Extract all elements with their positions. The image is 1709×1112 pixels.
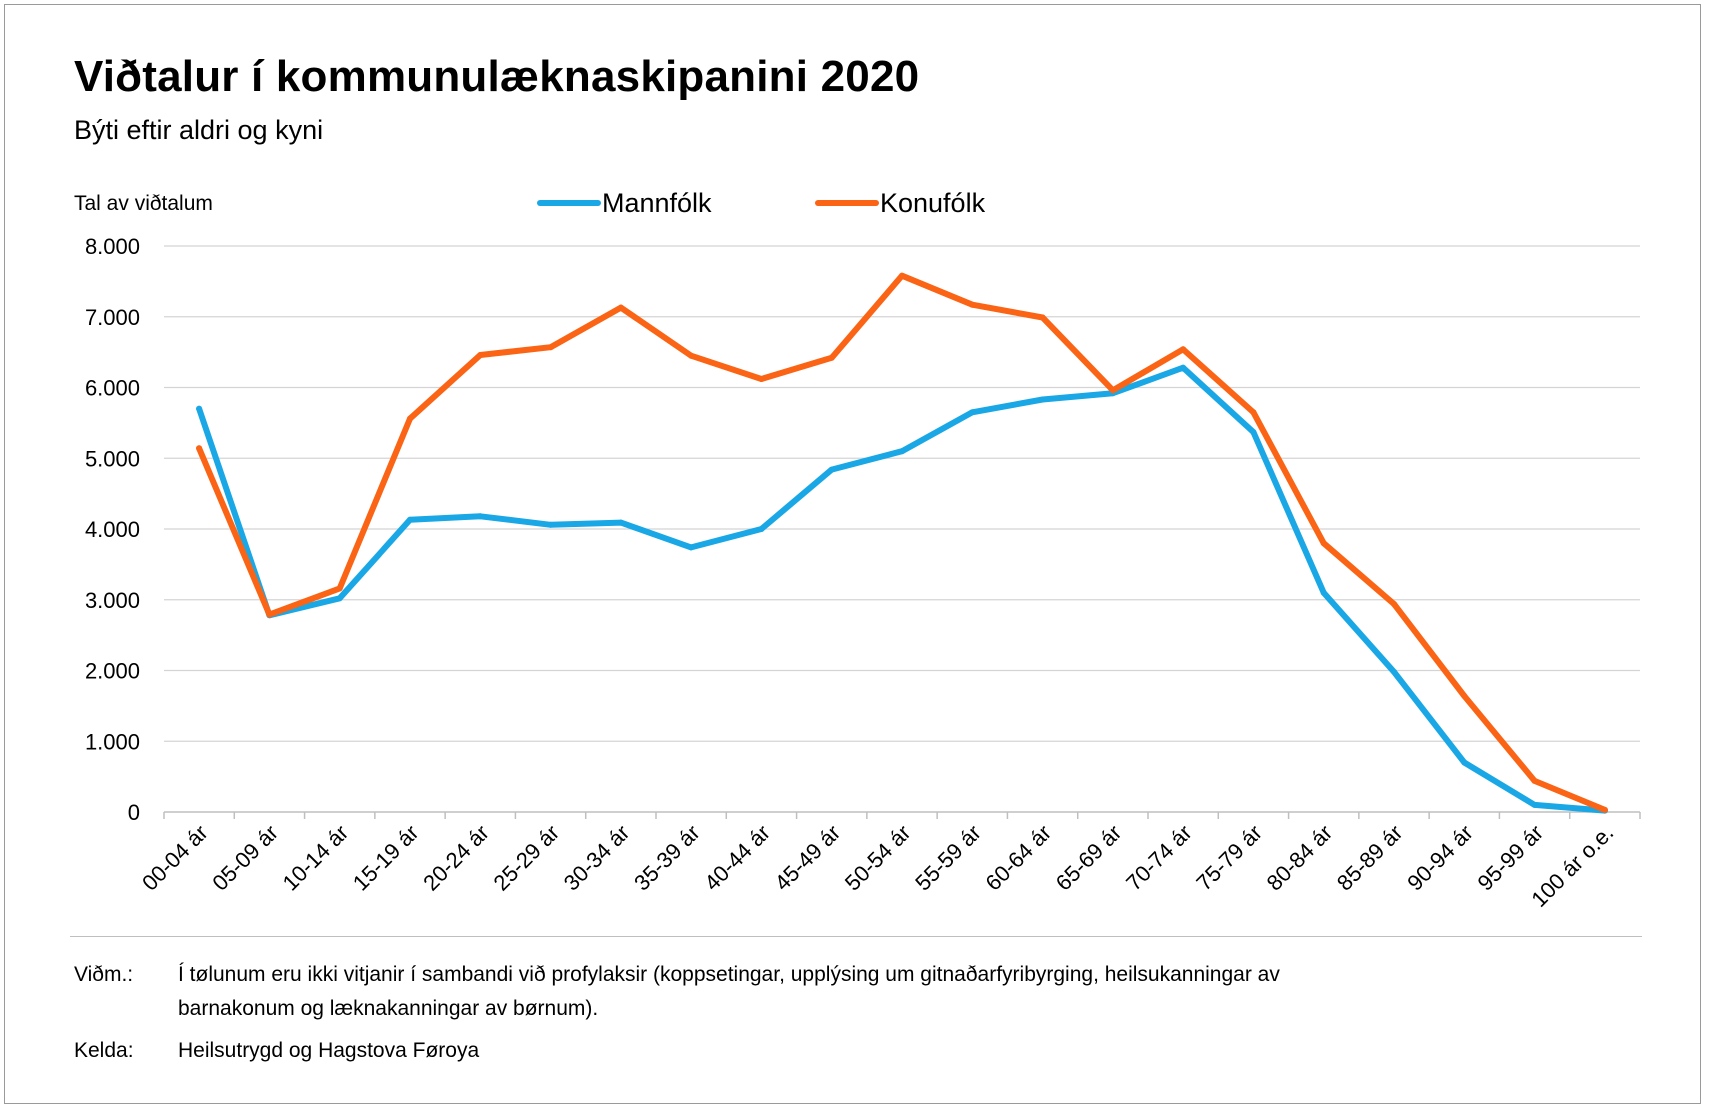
data-point <box>196 445 203 452</box>
data-point <box>828 466 835 473</box>
legend-label: Mannfólk <box>602 188 712 218</box>
data-point <box>1039 396 1046 403</box>
data-point <box>617 304 624 311</box>
x-tick-label: 15-19 ár <box>348 820 424 896</box>
remark-label: Viðm.: <box>74 963 134 986</box>
x-tick-label: 05-09 ár <box>207 820 283 896</box>
source-row: Kelda: Heilsutrygd og Hagstova Føroya <box>0 1034 1709 1068</box>
y-tick-label: 2.000 <box>85 659 140 684</box>
data-point <box>1461 759 1468 766</box>
y-axis-label: Tal av viðtalum <box>74 192 213 215</box>
data-point <box>899 272 905 279</box>
x-tick-label: 40-44 ár <box>699 820 775 896</box>
data-point <box>407 415 413 422</box>
data-point <box>617 519 624 526</box>
data-point <box>828 354 835 361</box>
remark-row-continued: barnakonum og læknakanningar av børnum). <box>0 992 1709 1026</box>
data-point <box>1461 693 1468 699</box>
data-point <box>1109 387 1116 394</box>
data-point <box>196 405 203 412</box>
data-point <box>688 352 695 359</box>
data-point <box>547 344 554 351</box>
x-tick-label: 50-54 ár <box>840 820 916 896</box>
series-line-mannfolk <box>196 364 1608 814</box>
x-tick-label: 30-34 ár <box>559 820 635 896</box>
data-point <box>1039 314 1046 321</box>
data-point <box>477 513 484 520</box>
x-tick-label: 20-24 ár <box>418 820 494 896</box>
data-point <box>688 544 695 551</box>
data-point <box>1180 346 1187 353</box>
y-tick-label: 0 <box>128 800 140 825</box>
x-tick-label: 00-04 ár <box>137 820 213 896</box>
data-point <box>899 448 905 455</box>
y-tick-label: 1.000 <box>85 729 140 754</box>
x-tick-label: 55-59 ár <box>910 820 986 896</box>
y-tick-label: 3.000 <box>85 588 140 613</box>
legend-label: Konufólk <box>880 188 986 218</box>
data-point <box>969 409 976 416</box>
source-text: Heilsutrygd og Hagstova Føroya <box>178 1039 480 1062</box>
x-tick-label: 75-79 ár <box>1191 820 1267 896</box>
remark-text-line-2: barnakonum og læknakanningar av børnum). <box>178 997 599 1020</box>
data-point <box>1601 806 1608 813</box>
data-point <box>758 526 765 532</box>
y-tick-label: 4.000 <box>85 517 140 542</box>
remark-text-line-1: Í tølunum eru ikki vitjanir í sambandi v… <box>178 963 1280 986</box>
data-point <box>1391 601 1397 607</box>
data-point <box>266 611 273 618</box>
x-tick-label: 35-39 ár <box>629 820 705 896</box>
data-point <box>969 301 976 308</box>
x-tick-label: 90-94 ár <box>1402 820 1478 896</box>
data-point <box>758 376 765 382</box>
y-tick-label: 5.000 <box>85 446 140 471</box>
data-point <box>1250 409 1257 416</box>
data-point <box>1531 777 1538 784</box>
y-tick-label: 6.000 <box>85 376 140 401</box>
data-point <box>477 352 484 358</box>
notes-divider <box>70 936 1642 937</box>
data-point <box>1320 540 1327 547</box>
x-tick-label: 85-89 ár <box>1332 820 1408 896</box>
x-tick-label: 70-74 ár <box>1121 820 1197 896</box>
remark-row: Viðm.: Í tølunum eru ikki vitjanir í sam… <box>0 958 1709 992</box>
source-label: Kelda: <box>74 1039 134 1062</box>
x-tick-label: 10-14 ár <box>278 820 354 896</box>
data-point <box>1180 364 1187 371</box>
data-point <box>1531 801 1538 808</box>
y-tick-label: 8.000 <box>85 234 140 259</box>
chart-subtitle: Býti eftir aldri og kyni <box>74 115 324 145</box>
y-tick-label: 7.000 <box>85 305 140 330</box>
chart-frame <box>4 4 1701 1104</box>
x-tick-label: 45-49 ár <box>770 820 846 896</box>
series-line-konufolk <box>196 272 1608 813</box>
data-point <box>336 585 343 592</box>
chart-title: Viðtalur í kommunulæknaskipanini 2020 <box>74 52 920 101</box>
data-point <box>407 516 413 523</box>
x-tick-label: 60-64 ár <box>980 820 1056 896</box>
x-tick-label: 65-69 ár <box>1051 820 1127 896</box>
data-point <box>547 521 554 528</box>
x-tick-label: 25-29 ár <box>488 820 564 896</box>
data-point <box>1320 589 1327 596</box>
x-tick-label: 80-84 ár <box>1262 820 1338 896</box>
data-point <box>1391 668 1397 675</box>
data-point <box>1250 429 1257 436</box>
data-point <box>336 595 343 602</box>
